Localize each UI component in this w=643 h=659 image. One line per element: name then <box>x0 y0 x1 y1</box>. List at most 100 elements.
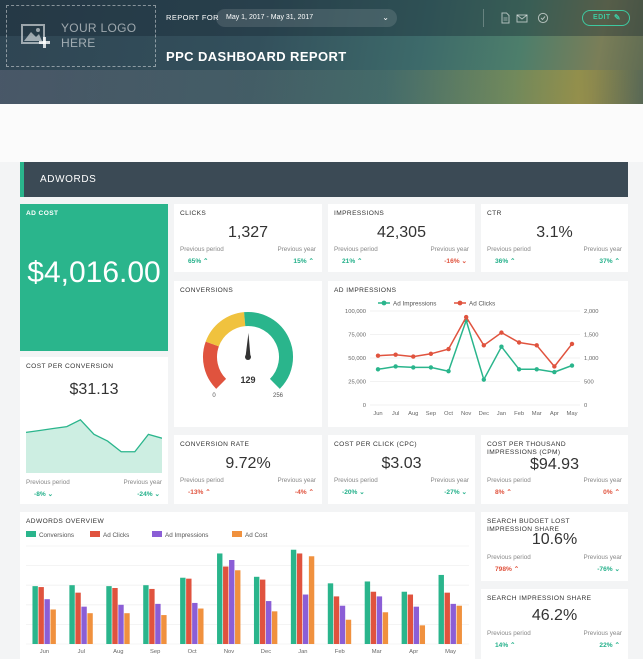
bar-jun-3 <box>50 609 56 644</box>
date-range-select[interactable]: May 1, 2017 - May 31, 2017 ⌄ <box>216 9 397 27</box>
impressions-prev-year-label: Previous year <box>430 246 470 253</box>
clicks-prev-year-label: Previous year <box>277 246 317 253</box>
bar-apr-0 <box>401 591 408 644</box>
series-line-1 <box>377 315 573 368</box>
conversions-gauge: 129 0 256 <box>203 312 293 399</box>
arrow-down-icon: ⌄ <box>47 491 54 498</box>
arrow-up-icon: ⌃ <box>510 258 516 265</box>
bar-apr-2 <box>413 606 420 644</box>
adwords-overview-title: ADWORDS OVERVIEW <box>26 518 105 525</box>
cpc-title: COST PER CLICK (CPC) <box>334 441 417 448</box>
cpconv-prev-year: -24% ⌄ <box>137 491 160 498</box>
arrow-down-icon: ⌄ <box>154 491 160 498</box>
bar-feb-0 <box>327 583 334 644</box>
bar-jan-2 <box>302 594 309 644</box>
schedule-icon[interactable] <box>537 12 549 24</box>
series-1-point-0 <box>375 353 381 358</box>
series-1-point-9 <box>534 343 539 348</box>
series-0-point-3 <box>428 365 434 370</box>
legend-swatch-0 <box>26 531 36 537</box>
search-lost-title: SEARCH BUDGET LOST IMPRESSION SHARE <box>487 518 570 534</box>
series-0-point-9 <box>534 367 539 372</box>
cr-prev-period: -13% ⌃ <box>188 489 211 496</box>
logo-text-line2: HERE <box>61 36 96 50</box>
edit-button[interactable]: EDIT ✎ <box>582 10 630 26</box>
x-tick-oct: Oct <box>188 649 197 655</box>
bar-sep-3 <box>161 615 167 644</box>
search-share-prev-year: 22% ⌃ <box>599 642 620 649</box>
bar-jan-1 <box>296 553 303 644</box>
arrow-up-icon: ⌃ <box>205 489 211 496</box>
y-left-tick-2: 50,000 <box>348 356 366 362</box>
cpm-card: COST PER THOUSAND IMPRESSIONS (CPM) $94.… <box>481 435 628 504</box>
bar-sep-1 <box>149 588 155 644</box>
arrow-down-icon: ⌄ <box>461 489 467 496</box>
series-0-point-0 <box>375 367 381 372</box>
x-tick-mar: Mar <box>372 649 382 655</box>
pdf-icon[interactable] <box>499 12 511 24</box>
legend-swatch-1 <box>90 531 100 537</box>
cpm-prev-year-label: Previous year <box>583 477 623 484</box>
cpconv-prev-period: -8% ⌄ <box>34 491 54 498</box>
x-tick-jul: Jul <box>392 411 399 417</box>
image-add-icon <box>21 24 50 48</box>
ctr-value: 3.1% <box>536 224 573 241</box>
y-right-tick-3: 1,500 <box>584 333 599 339</box>
bar-mar-0 <box>364 581 371 644</box>
cpm-prev-period: 8% ⌃ <box>495 489 512 496</box>
impressions-card: IMPRESSIONS 42,305 Previous period Previ… <box>328 204 475 272</box>
bar-may-2 <box>450 603 456 644</box>
impressions-prev-period-label: Previous period <box>334 246 378 253</box>
logo-placeholder[interactable]: YOUR LOGO HERE <box>6 5 156 67</box>
header: YOUR LOGO HERE REPORT FOR May 1, 2017 - … <box>0 0 643 104</box>
x-tick-dec: Dec <box>479 411 489 417</box>
cr-prev-year-label: Previous year <box>277 477 317 484</box>
series-1-point-5 <box>463 314 469 320</box>
impressions-value: 42,305 <box>377 224 426 241</box>
x-tick-may: May <box>445 649 456 655</box>
logo-text-line1: YOUR LOGO <box>61 21 137 35</box>
arrow-up-icon: ⌃ <box>510 642 516 649</box>
cost-per-conversion-card: COST PER CONVERSION $31.13 Previous peri… <box>20 357 168 504</box>
email-icon[interactable] <box>516 12 528 24</box>
cpm-prev-year: 0% ⌃ <box>603 489 620 496</box>
arrow-up-icon: ⌃ <box>614 642 620 649</box>
sparkline-area <box>26 419 162 473</box>
cost-per-conversion-title: COST PER CONVERSION <box>26 363 114 370</box>
bar-aug-1 <box>112 588 118 644</box>
header-divider <box>483 9 484 27</box>
gauge-segment-red <box>203 341 227 389</box>
search-share-value: 46.2% <box>531 607 578 624</box>
cpconv-prev-period-label: Previous period <box>26 479 70 486</box>
bar-jul-2 <box>81 606 87 644</box>
series-0-point-2 <box>411 365 416 370</box>
arrow-up-icon: ⌃ <box>614 258 620 265</box>
y-right-tick-4: 2,000 <box>584 309 599 315</box>
legend-label-1: Ad Clicks <box>103 532 129 539</box>
series-line-0 <box>377 317 573 382</box>
bar-aug-0 <box>106 586 112 644</box>
search-lost-prev-year-label: Previous year <box>583 554 623 561</box>
x-tick-jan: Jan <box>497 411 506 417</box>
cpm-title: COST PER THOUSAND IMPRESSIONS (CPM) <box>487 441 566 457</box>
search-lost-card: SEARCH BUDGET LOST IMPRESSION SHARE 10.6… <box>481 512 628 581</box>
ad-impressions-card: AD IMPRESSIONS Ad Impressions Ad Clicks 0 0… <box>328 281 628 427</box>
gauge-max-label: 256 <box>273 393 284 399</box>
ad-cost-card: AD COST $4,016.00 <box>20 204 168 351</box>
bar-jul-0 <box>69 585 75 644</box>
series-1-point-8 <box>516 340 522 345</box>
bar-jun-0 <box>32 586 38 644</box>
bar-jun-2 <box>44 599 50 644</box>
pencil-icon: ✎ <box>613 13 621 22</box>
arrow-up-icon: ⌃ <box>513 566 520 573</box>
series-0-point-8 <box>516 367 522 372</box>
series-1-point-3 <box>428 351 434 356</box>
series-1-point-11 <box>569 341 575 347</box>
search-lost-title-line1: SEARCH BUDGET LOST <box>487 518 570 525</box>
ctr-title: CTR <box>487 210 502 217</box>
report-for-label: REPORT FOR <box>166 13 219 22</box>
series-0-point-4 <box>446 368 451 374</box>
x-tick-nov: Nov <box>224 649 234 655</box>
search-share-title: SEARCH IMPRESSION SHARE <box>487 595 592 602</box>
